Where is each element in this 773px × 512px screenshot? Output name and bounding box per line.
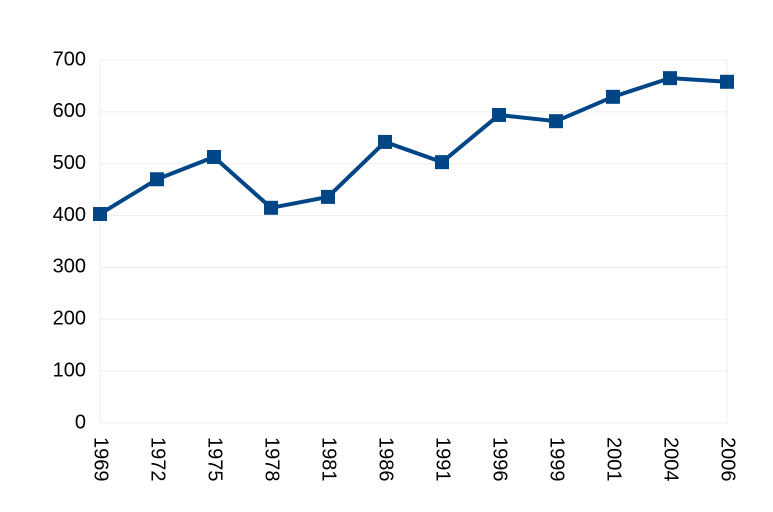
- x-tick-label: 1975: [204, 437, 226, 482]
- x-tick-label: 1986: [375, 437, 397, 482]
- point-marker: [663, 71, 677, 86]
- point-marker: [606, 89, 620, 104]
- x-tick-label: 2004: [660, 437, 682, 482]
- y-tick-label: 200: [53, 308, 86, 330]
- point-marker: [150, 172, 164, 187]
- point-marker: [435, 155, 449, 170]
- x-tick-label: 1969: [90, 437, 112, 482]
- y-tick-label: 500: [53, 152, 86, 174]
- x-tick-label: 1996: [489, 437, 511, 482]
- point-marker: [549, 114, 563, 129]
- x-tick-label: 1991: [432, 437, 454, 482]
- x-tick-label: 2001: [603, 437, 625, 482]
- point-marker: [492, 107, 506, 122]
- x-tick-label: 1972: [147, 437, 169, 482]
- x-tick-label: 1999: [546, 437, 568, 482]
- point-marker: [207, 149, 221, 164]
- point-marker: [378, 134, 392, 149]
- y-tick-label: 0: [75, 411, 86, 433]
- point-marker: [93, 207, 107, 222]
- y-tick-label: 700: [53, 48, 86, 70]
- data-line: [98, 76, 728, 216]
- point-marker: [720, 74, 734, 89]
- x-tick-label: 1981: [318, 437, 340, 482]
- y-tick-label: 300: [53, 256, 86, 278]
- y-tick-label: 400: [53, 204, 86, 226]
- x-tick-label: 2006: [717, 437, 739, 482]
- y-tick-label: 100: [53, 359, 86, 381]
- point-marker: [264, 200, 278, 215]
- y-tick-label: 600: [53, 100, 86, 122]
- point-marker: [321, 189, 335, 204]
- x-tick-label: 1978: [261, 437, 283, 482]
